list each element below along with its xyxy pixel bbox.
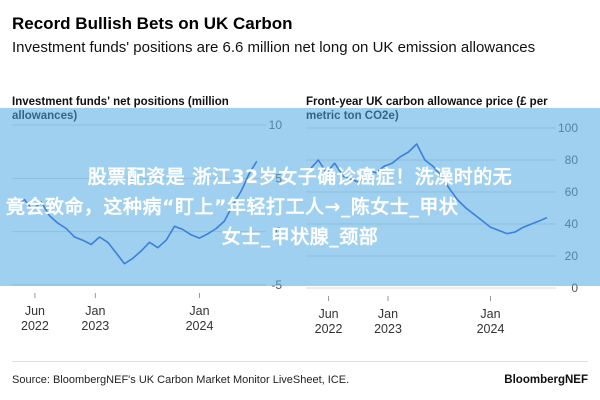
x-tick-label: 2023 xyxy=(374,322,402,336)
footer-divider xyxy=(12,361,588,362)
x-tick-label: 2023 xyxy=(81,319,109,333)
overlay-line-2: 竟会致命，这种病“盯上”年轻打工人→_陈女士_甲状 xyxy=(6,196,459,218)
x-tick-label: 2024 xyxy=(477,322,505,336)
x-tick-label: Jan xyxy=(480,307,500,321)
overlay-banner xyxy=(0,108,600,286)
x-tick-label: Jun xyxy=(318,307,338,321)
page-subtitle: Investment funds' positions are 6.6 mill… xyxy=(12,39,536,56)
overlay-text: 股票配资是 浙江32岁女子确诊癌症！洗澡时的无 竟会致命，这种病“盯上”年轻打工… xyxy=(0,162,600,252)
overlay-line-1: 股票配资是 浙江32岁女子确诊癌症！洗澡时的无 xyxy=(87,166,513,188)
overlay-line-3: 女士_甲状腺_颈部 xyxy=(221,226,379,248)
source-note: Source: BloombergNEF's UK Carbon Market … xyxy=(12,374,350,386)
x-tick-label: Jun xyxy=(25,304,45,318)
x-tick-label: 2022 xyxy=(315,322,343,336)
x-tick-label: Jan xyxy=(378,307,398,321)
x-tick-label: 2022 xyxy=(21,319,49,333)
y-tick-label: 0 xyxy=(571,281,578,295)
x-tick-label: Jan xyxy=(85,304,105,318)
x-tick-label: 2024 xyxy=(186,319,214,333)
brand-logo: BloombergNEF xyxy=(504,374,588,386)
page-title: Record Bullish Bets on UK Carbon xyxy=(12,14,293,33)
x-tick-label: Jan xyxy=(189,304,209,318)
